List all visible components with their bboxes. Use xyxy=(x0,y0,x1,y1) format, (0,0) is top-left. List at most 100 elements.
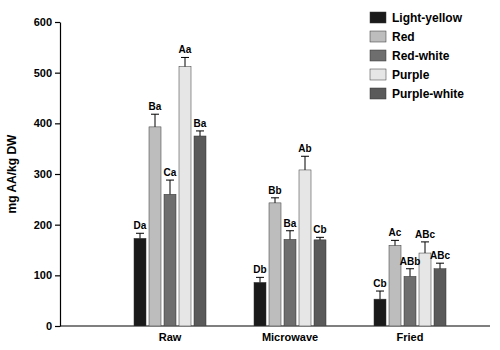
error-bar-cap xyxy=(316,237,324,238)
bar xyxy=(164,194,176,326)
legend-item: Red xyxy=(370,30,415,44)
x-tick-label: Fried xyxy=(397,331,424,343)
legend-swatch xyxy=(370,88,386,99)
y-axis: 0 100 200 300 400 500 600 xyxy=(34,16,61,332)
bar xyxy=(314,240,326,326)
error-bar-cap xyxy=(196,130,204,131)
bar xyxy=(434,269,446,326)
bar-letter: Cb xyxy=(373,278,386,289)
bar-letter: Aa xyxy=(179,44,192,55)
error-bar-stem xyxy=(200,131,201,136)
y-tick-label: 600 xyxy=(34,16,52,28)
error-bar xyxy=(376,291,384,299)
y-tick-label: 500 xyxy=(34,67,52,79)
error-bar xyxy=(391,240,399,245)
bar-letters: DaDbCbBaBbAcCaBaABbAaAbABcBaCbABc xyxy=(134,44,451,289)
y-tick-label: 400 xyxy=(34,117,52,129)
bar-letter: Ba xyxy=(149,101,162,112)
bar-letter: ABc xyxy=(430,250,450,261)
error-bar-cap xyxy=(436,263,444,264)
error-bar xyxy=(301,156,309,170)
error-bar-stem xyxy=(185,57,186,66)
legend-item: Red-white xyxy=(370,49,450,63)
legend-swatch xyxy=(370,31,386,42)
bar xyxy=(419,253,431,326)
legend-swatch xyxy=(370,50,386,61)
legend-item: Purple xyxy=(370,68,430,82)
bar-letter: Ba xyxy=(194,118,207,129)
error-bar-stem xyxy=(305,156,306,170)
error-bar xyxy=(151,114,159,127)
bar-letter: Ca xyxy=(164,167,177,178)
bar-letter: Cb xyxy=(313,224,326,235)
bar xyxy=(299,170,311,326)
bar-letter: Ba xyxy=(284,218,297,229)
x-tick: Raw xyxy=(159,326,182,343)
error-bar xyxy=(166,180,174,194)
error-bar-cap xyxy=(271,197,279,198)
error-bar xyxy=(286,231,294,240)
y-tick: 100 xyxy=(34,269,60,281)
y-tick-mark xyxy=(55,123,60,124)
x-tick-label: Microwave xyxy=(262,331,318,343)
bar-letter: Ab xyxy=(298,143,311,154)
y-tick: 300 xyxy=(34,168,60,180)
y-tick: 500 xyxy=(34,67,60,79)
y-tick-label: 200 xyxy=(34,219,52,231)
error-bar xyxy=(421,242,429,253)
error-bar-stem xyxy=(290,231,291,240)
y-tick-label: 0 xyxy=(46,320,52,332)
y-tick-mark xyxy=(55,174,60,175)
error-bar xyxy=(406,269,414,277)
error-bar-cap xyxy=(181,57,189,58)
error-bar xyxy=(136,233,144,238)
error-bar-cap xyxy=(151,114,159,115)
y-tick: 0 xyxy=(46,320,60,332)
y-tick-mark xyxy=(55,275,60,276)
bar xyxy=(284,239,296,326)
legend-label: Light-yellow xyxy=(392,11,463,25)
x-tick: Microwave xyxy=(262,326,318,343)
y-tick-mark xyxy=(55,22,60,23)
legend-label: Red-white xyxy=(392,49,450,63)
error-bar-stem xyxy=(395,240,396,245)
bar-letter: Ac xyxy=(389,227,402,238)
error-bar-cap xyxy=(166,180,174,181)
error-bar-stem xyxy=(260,277,261,282)
bar xyxy=(134,238,146,326)
error-bar-cap xyxy=(391,240,399,241)
error-bar-stem xyxy=(425,242,426,253)
x-axis: Raw Microwave Fried xyxy=(159,326,424,343)
error-bar xyxy=(271,198,279,203)
y-tick-mark xyxy=(55,225,60,226)
legend: Light-yellow Red Red-white Purple Purple-whi… xyxy=(370,11,464,101)
bar-letter: Db xyxy=(253,264,266,275)
error-bar xyxy=(436,263,444,269)
error-bar-stem xyxy=(140,233,141,238)
error-bar xyxy=(316,237,324,240)
y-axis-line xyxy=(60,23,61,327)
error-bar-stem xyxy=(155,114,156,127)
error-bar-cap xyxy=(136,233,144,234)
error-bar xyxy=(181,57,189,66)
error-bar-cap xyxy=(421,241,429,242)
error-bar-stem xyxy=(275,198,276,203)
y-tick-mark xyxy=(55,73,60,74)
y-axis-title: mg AA/kg DW xyxy=(5,134,19,214)
bar xyxy=(194,136,206,326)
error-bar-cap xyxy=(286,230,294,231)
bar xyxy=(269,203,281,326)
legend-item: Purple-white xyxy=(370,87,464,101)
legend-label: Red xyxy=(392,30,415,44)
y-tick: 400 xyxy=(34,117,60,129)
legend-label: Purple-white xyxy=(392,87,464,101)
legend-label: Purple xyxy=(392,68,430,82)
x-tick-label: Raw xyxy=(159,331,182,343)
error-bar xyxy=(196,131,204,136)
error-bar-cap xyxy=(406,268,414,269)
y-tick: 200 xyxy=(34,219,60,231)
bar xyxy=(374,299,386,326)
error-bar-cap xyxy=(256,277,264,278)
y-tick-label: 300 xyxy=(34,168,52,180)
chart: 0 100 200 300 400 500 600 Raw Microwave Fried mg A… xyxy=(0,0,500,350)
